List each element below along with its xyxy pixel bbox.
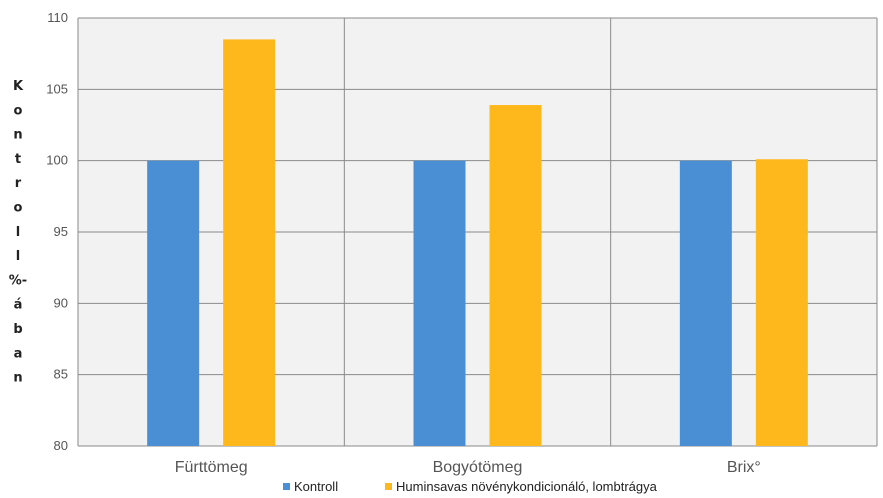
y-axis-label-char: n [13, 128, 22, 143]
bar-kontroll-3 [679, 160, 732, 446]
y-tick-label: 80 [54, 438, 68, 453]
gridlines [77, 17, 878, 447]
y-tick-label: 95 [54, 224, 68, 239]
y-axis-label-char: l [16, 225, 20, 240]
y-axis-label-char: n [13, 371, 22, 386]
y-axis-label-char: %- [9, 273, 27, 288]
x-tick-label: Brix° [727, 459, 761, 476]
y-axis-label-char: b [13, 322, 22, 337]
y-tick-labels: 80 85 90 95 100 105 110 [46, 10, 68, 453]
y-axis-label-char: o [14, 103, 23, 118]
legend-label: Kontroll [294, 479, 338, 494]
legend-label: Huminsavas növénykondicionáló, lombtrágy… [396, 479, 658, 494]
y-axis-label-char: a [14, 346, 23, 361]
bar-huminsavas-1 [223, 39, 276, 447]
bars [147, 39, 808, 447]
bar-huminsavas-3 [755, 159, 808, 447]
y-axis-label-char: o [14, 201, 23, 216]
y-tick-label: 85 [54, 367, 68, 382]
bar-kontroll-1 [147, 160, 200, 446]
y-tick-label: 90 [54, 295, 68, 310]
y-axis-label-char: t [15, 152, 21, 167]
y-tick-label: 105 [46, 81, 68, 96]
y-axis-label-char: l [16, 249, 20, 264]
y-axis-label-char: r [15, 176, 22, 191]
legend-swatch [385, 483, 392, 490]
x-tick-labels: Fürttömeg Bogyótömeg Brix° [175, 459, 761, 476]
legend: Kontroll Huminsavas növénykondicionáló, l… [283, 479, 658, 494]
y-axis-label-char: á [14, 298, 23, 313]
y-axis-label-char: K [13, 79, 24, 94]
x-tick-label: Bogyótömeg [433, 459, 523, 476]
y-tick-label: 110 [47, 10, 68, 25]
bar-huminsavas-2 [489, 105, 542, 446]
x-tick-label: Fürttömeg [175, 459, 248, 476]
legend-swatch [283, 483, 290, 490]
y-tick-label: 100 [46, 153, 68, 168]
bar-kontroll-2 [413, 160, 466, 446]
